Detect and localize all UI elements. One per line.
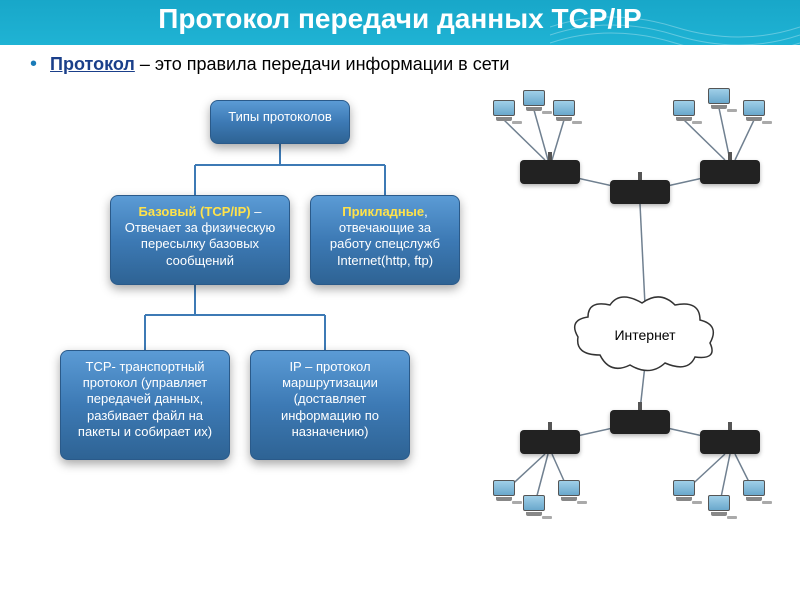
header-wave-decoration xyxy=(550,15,800,55)
computer-icon xyxy=(705,495,733,519)
router-icon xyxy=(520,430,580,454)
cloud-label: Интернет xyxy=(614,327,675,343)
computer-icon xyxy=(520,495,548,519)
router-icon xyxy=(700,430,760,454)
box-applied-highlight: Прикладные xyxy=(342,204,424,219)
computer-icon xyxy=(740,480,768,504)
box-types: Типы протоколов xyxy=(210,100,350,144)
slide-header: Протокол передачи данных TCP/IP xyxy=(0,0,800,45)
computer-icon xyxy=(740,100,768,124)
computer-icon xyxy=(520,90,548,114)
computer-icon xyxy=(670,480,698,504)
box-tcp-text: TCP- транспортный протокол (управляет пе… xyxy=(78,359,212,439)
box-tcp: TCP- транспортный протокол (управляет пе… xyxy=(60,350,230,460)
computer-icon xyxy=(550,100,578,124)
router-icon xyxy=(700,160,760,184)
router-icon xyxy=(610,410,670,434)
box-ip: IP – протокол маршрутизации (доставляет … xyxy=(250,350,410,460)
definition-text: – это правила передачи информации в сети xyxy=(135,54,510,74)
computer-icon xyxy=(490,100,518,124)
computer-icon xyxy=(705,88,733,112)
bullet-dot-icon: • xyxy=(30,53,37,75)
internet-cloud: Интернет xyxy=(570,295,720,375)
box-ip-text: IP – протокол маршрутизации (доставляет … xyxy=(281,359,379,439)
main-area: Типы протоколов Базовый (TCP/IP) – Отвеч… xyxy=(0,80,800,560)
computer-icon xyxy=(490,480,518,504)
computer-icon xyxy=(555,480,583,504)
box-basic-tcpip: Базовый (TCP/IP) – Отвечает за физическу… xyxy=(110,195,290,285)
box-types-text: Типы протоколов xyxy=(228,109,332,124)
computer-icon xyxy=(670,100,698,124)
box-applied: Прикладные, отвечающие за работу спецслу… xyxy=(310,195,460,285)
definition-term: Протокол xyxy=(50,54,135,74)
router-icon xyxy=(520,160,580,184)
box-basic-highlight: Базовый (TCP/IP) xyxy=(139,204,251,219)
router-icon xyxy=(610,180,670,204)
